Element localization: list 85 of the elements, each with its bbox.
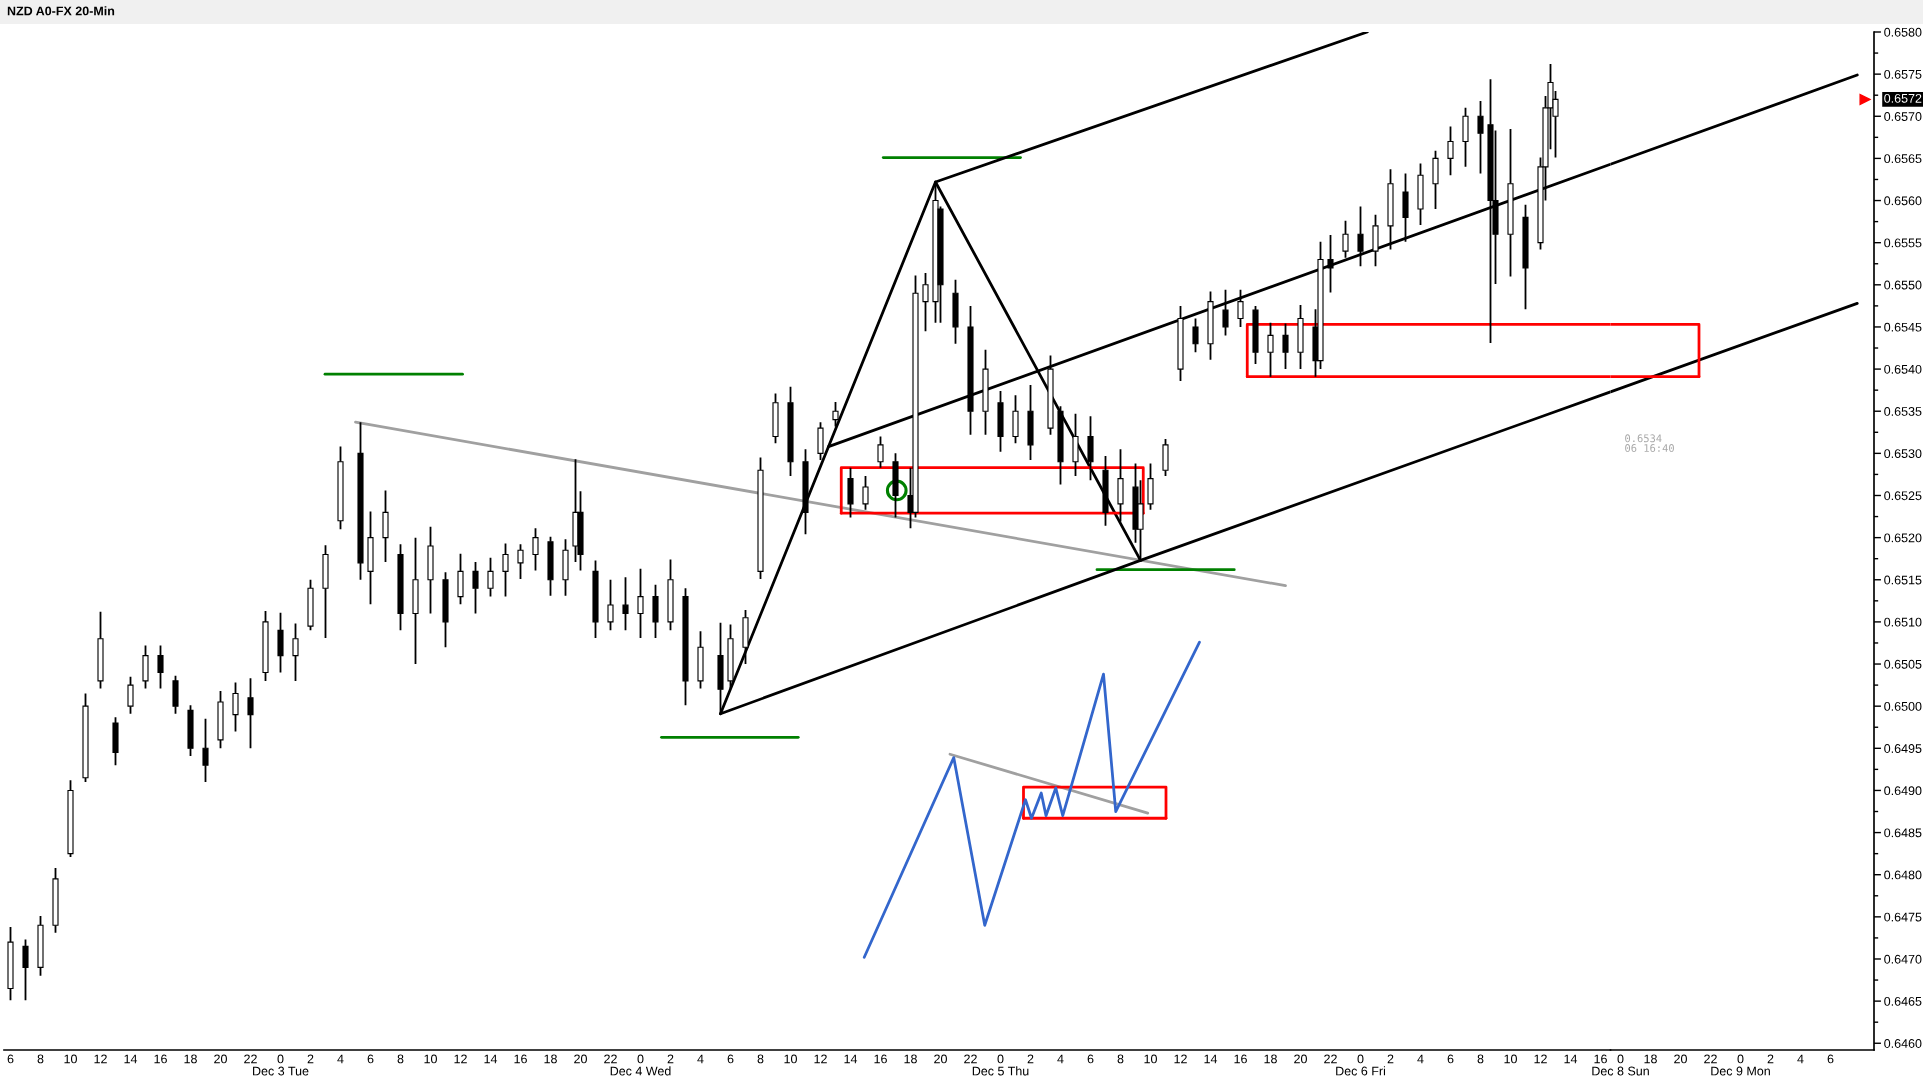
y-tick-label: 0.6545 (1884, 322, 1922, 332)
x-tick-label: 22 (1324, 1054, 1337, 1064)
x-tick-label: 20 (1674, 1054, 1687, 1064)
x-tick-label: 12 (814, 1054, 827, 1064)
x-tick-label: 2 (667, 1054, 674, 1064)
x-tick-label: 6 (1087, 1054, 1094, 1064)
x-tick-label: 22 (964, 1054, 977, 1064)
y-tick-label: 0.6495 (1884, 744, 1922, 753)
x-tick-label: 12 (1534, 1054, 1547, 1064)
y-tick-label: 0.6520 (1884, 533, 1922, 543)
y-tick-label: 0.6480 (1884, 870, 1922, 880)
x-tick-label: 16 (1234, 1054, 1247, 1064)
x-tick-label: 18 (1264, 1054, 1277, 1064)
x-tick-label: 8 (1117, 1054, 1124, 1064)
x-tick-label: 18 (1644, 1054, 1657, 1064)
x-tick-label: 2 (307, 1054, 314, 1064)
x-tick-label: 2 (1767, 1054, 1774, 1064)
x-tick-label: 0 Dec 6 Fri (1336, 1054, 1386, 1076)
y-tick-label: 0.6515 (1884, 575, 1922, 585)
y-tick-label: 0.6570 (1884, 112, 1922, 121)
y-tick-label: 0.6505 (1884, 659, 1922, 669)
y-tick-label: 0.6525 (1884, 491, 1922, 501)
chart-title: NZD A0-FX 20-Min (7, 6, 115, 16)
x-tick-label: 16 (514, 1054, 527, 1064)
annotation: 0.6534 06 16:40 (1625, 434, 1674, 452)
x-tick-label: 6 (367, 1054, 374, 1064)
y-tick-label: 0.6580 (1884, 27, 1922, 37)
x-tick-label: 14 (484, 1054, 498, 1064)
x-tick-label: 20 (934, 1054, 947, 1064)
y-tick-label: 0.6565 (1884, 154, 1922, 164)
x-tick-label: 12 (1174, 1054, 1187, 1064)
y-tick-label: 0.6535 (1884, 407, 1922, 416)
x-tick-label: 12 (94, 1054, 107, 1064)
x-tick-label: 10 (424, 1054, 437, 1064)
x-tick-label: 18 (184, 1054, 197, 1064)
y-tick-label: 0.6575 (1884, 69, 1922, 79)
y-tick-label: 0.6500 (1884, 701, 1922, 711)
x-tick-label: 12 (454, 1054, 467, 1064)
y-tick-label: 0.6555 (1884, 238, 1922, 248)
x-tick-label: 20 (1294, 1054, 1307, 1064)
y-tick-label: 0.6530 (1884, 449, 1922, 459)
y-tick-label: 0.6475 (1884, 912, 1922, 922)
x-tick-label: 6 (1827, 1054, 1834, 1064)
x-tick-label: 2 (1387, 1054, 1394, 1064)
x-tick-label: 4 (1797, 1054, 1804, 1064)
x-tick-label: 14 (844, 1054, 858, 1064)
y-tick-label: 0.6465 (1884, 996, 1922, 1006)
x-tick-label: 22 (604, 1054, 617, 1064)
y-tick-label: 0.6485 (1884, 828, 1922, 838)
x-tick-label: 20 (214, 1054, 227, 1064)
x-tick-label: 16 (874, 1054, 887, 1064)
x-tick-label: 6 (7, 1054, 14, 1064)
x-tick-label: 18 (544, 1054, 557, 1064)
x-tick-label: 14 (124, 1054, 138, 1064)
x-tick-label: 10 (64, 1054, 77, 1064)
x-tick-label: 14 (1564, 1054, 1578, 1064)
y-tick-label: 0.6470 (1884, 954, 1922, 964)
x-tick-label: 16 (154, 1054, 167, 1064)
x-tick-label: 22 (1704, 1054, 1717, 1064)
x-tick-label: 6 (727, 1054, 734, 1064)
y-tick-label: 0.6560 (1884, 196, 1922, 206)
y-tick-label: 0.6510 (1884, 617, 1922, 627)
x-tick-label: 10 (784, 1054, 797, 1064)
x-tick-label: 8 (37, 1054, 44, 1064)
x-tick-label: 4 (1057, 1054, 1064, 1064)
x-tick-label: 8 (1477, 1054, 1484, 1064)
x-tick-label: 8 (757, 1054, 764, 1064)
y-tick-label: 0.6490 (1884, 786, 1922, 796)
x-tick-label: 22 (244, 1054, 257, 1064)
x-tick-label: 2 (1027, 1054, 1034, 1064)
x-tick-label: 20 (574, 1054, 587, 1064)
x-tick-label: 16 (1594, 1054, 1607, 1064)
x-tick-label: 4 (337, 1054, 344, 1064)
x-tick-label: 10 (1504, 1054, 1517, 1064)
x-tick-label: 14 (1204, 1054, 1218, 1064)
y-tick-label: 0.6460 (1884, 1039, 1922, 1048)
x-tick-label: 4 (1417, 1054, 1424, 1064)
x-tick-label: 6 (1447, 1054, 1454, 1064)
y-tick-label: 0.6550 (1884, 280, 1922, 290)
text: 0.6572 (1884, 93, 1922, 103)
x-tick-label: 4 (697, 1054, 704, 1064)
y-tick-label: 0.6540 (1884, 364, 1922, 374)
x-tick-label: 18 (904, 1054, 917, 1064)
x-tick-label: 8 (397, 1054, 404, 1064)
x-tick-label: 10 (1144, 1054, 1157, 1064)
